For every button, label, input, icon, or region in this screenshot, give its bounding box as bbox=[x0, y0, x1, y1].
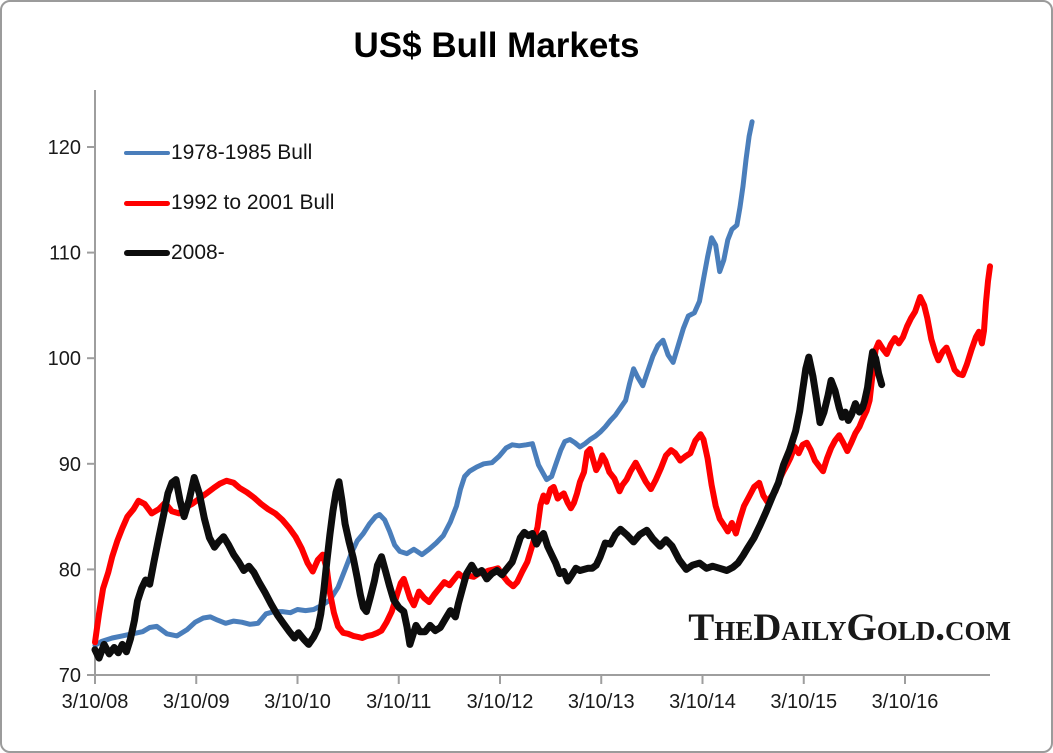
y-tick-label: 110 bbox=[49, 243, 81, 265]
watermark-thedailygold: TheDailyGold.com bbox=[688, 606, 1011, 649]
x-tick-label: 3/10/14 bbox=[669, 691, 736, 713]
legend-swatch-blue bbox=[124, 151, 170, 155]
y-tick-label: 70 bbox=[59, 665, 81, 687]
legend-swatch-red bbox=[124, 200, 170, 206]
series-line-1992-to-2001-bull bbox=[92, 263, 993, 646]
legend-item-1992-bull: 1992 to 2001 Bull bbox=[124, 191, 334, 215]
legend-swatch-black bbox=[124, 250, 170, 256]
x-tick-label: 3/10/11 bbox=[366, 691, 431, 713]
series-line-2008- bbox=[91, 348, 886, 662]
chart-title: US$ Bull Markets bbox=[353, 26, 640, 65]
y-tick-label: 90 bbox=[59, 454, 81, 476]
x-tick-label: 3/10/15 bbox=[770, 691, 837, 713]
series-line-1978-1985-bull bbox=[92, 119, 755, 648]
legend: 1978-1985 Bull 1992 to 2001 Bull 2008- bbox=[124, 141, 334, 291]
x-tick-label: 3/10/12 bbox=[467, 691, 534, 713]
x-tick-label: 3/10/16 bbox=[872, 691, 939, 713]
legend-label: 1978-1985 Bull bbox=[171, 141, 313, 164]
legend-item-2008-bull: 2008- bbox=[124, 241, 334, 265]
x-tick-label: 3/10/09 bbox=[163, 691, 230, 713]
y-tick-label: 120 bbox=[48, 137, 81, 159]
legend-label: 2008- bbox=[171, 241, 225, 264]
x-tick-label: 3/10/08 bbox=[62, 691, 129, 713]
x-tick-label: 3/10/10 bbox=[264, 691, 331, 713]
y-tick-label: 80 bbox=[59, 559, 81, 581]
y-tick-label: 100 bbox=[48, 348, 81, 370]
x-tick-label: 3/10/13 bbox=[568, 691, 635, 713]
legend-item-1978-bull: 1978-1985 Bull bbox=[124, 141, 334, 165]
legend-label: 1992 to 2001 Bull bbox=[171, 191, 335, 214]
